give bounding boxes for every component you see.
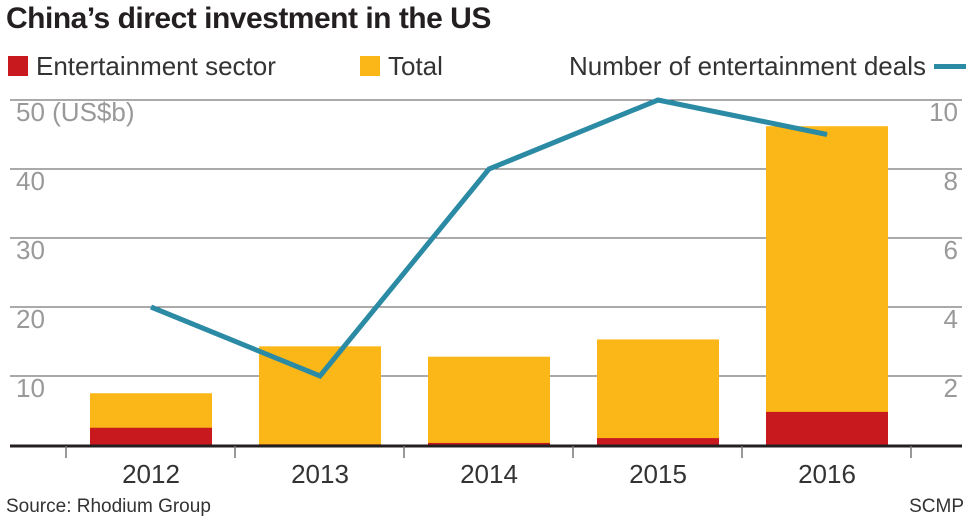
deals-line-swatch [934, 63, 966, 69]
bar-entertainment [428, 442, 550, 445]
x-tick-label: 2014 [460, 459, 518, 489]
deals-point [488, 168, 490, 170]
legend-entertainment: Entertainment sector [8, 48, 276, 84]
total-swatch [360, 56, 380, 76]
y-left-tick-label: 40 [16, 166, 45, 196]
deals-point [826, 134, 828, 135]
bar-total [428, 356, 550, 445]
chart-title: China’s direct investment in the US [6, 2, 491, 35]
legend-total: Total [360, 48, 443, 84]
x-tick-label: 2012 [122, 459, 180, 489]
bar-entertainment [766, 411, 888, 445]
legend-entertainment-label: Entertainment sector [36, 50, 276, 81]
x-tick-label: 2013 [291, 459, 349, 489]
bar-entertainment [90, 427, 212, 445]
deals-point [150, 306, 152, 308]
bar-total [766, 126, 888, 445]
source-note: Source: Rhodium Group [6, 496, 211, 517]
y-left-tick-label: 30 [16, 235, 45, 265]
bar-total [259, 346, 381, 445]
deals-point [319, 375, 321, 377]
bar-entertainment [597, 438, 719, 445]
y-right-tick-label: 4 [944, 304, 958, 334]
y-left-tick-label: 50 (US$b) [16, 97, 135, 127]
bar-total [597, 339, 719, 445]
y-left-tick-label: 20 [16, 304, 45, 334]
y-left-tick-label: 10 [16, 373, 45, 403]
legend-deals: Number of entertainment deals [569, 48, 966, 84]
y-right-tick-label: 6 [944, 235, 958, 265]
y-right-tick-label: 2 [944, 373, 958, 403]
x-tick-label: 2015 [629, 459, 687, 489]
entertainment-swatch [8, 56, 28, 76]
deals-point [657, 99, 659, 101]
y-right-tick-label: 8 [944, 166, 958, 196]
legend-deals-label: Number of entertainment deals [569, 50, 926, 81]
credit: SCMP [909, 496, 964, 517]
legend-total-label: Total [388, 50, 443, 81]
x-tick-label: 2016 [798, 459, 856, 489]
y-right-tick-label: 10 [929, 97, 958, 127]
